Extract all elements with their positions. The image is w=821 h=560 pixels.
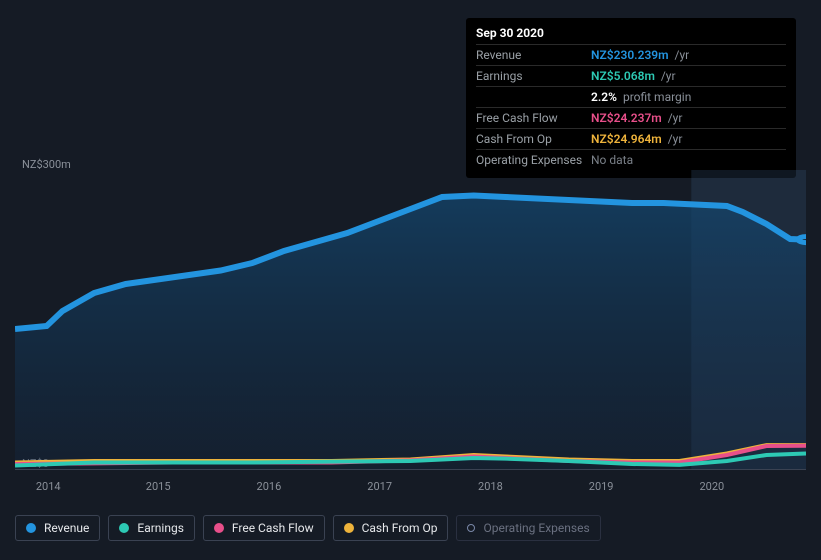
tooltip-date: Sep 30 2020 <box>476 26 786 40</box>
legend-marker-icon <box>119 523 129 533</box>
tooltip-row-label: Operating Expenses <box>476 153 591 167</box>
tooltip-row-unit: profit margin <box>620 90 691 104</box>
tooltip-row-value: NZ$24.237m <box>591 111 662 125</box>
x-axis-label: 2019 <box>589 480 614 493</box>
x-axis-label: 2015 <box>146 480 171 493</box>
legend-item-label: Earnings <box>137 521 184 535</box>
tooltip-row-unit: /yr <box>665 132 683 146</box>
legend-item-opex[interactable]: Operating Expenses <box>456 515 600 541</box>
chart-tooltip: Sep 30 2020 RevenueNZ$230.239m /yrEarnin… <box>466 18 796 178</box>
tooltip-row: Operating ExpensesNo data <box>476 149 786 170</box>
legend-marker-icon <box>344 523 354 533</box>
chart-legend: Revenue Earnings Free Cash Flow Cash From O… <box>15 515 601 541</box>
x-axis-label: 2020 <box>699 480 724 493</box>
tooltip-row-nodata: No data <box>591 153 633 167</box>
tooltip-row: RevenueNZ$230.239m /yr <box>476 44 786 65</box>
x-axis-label: 2018 <box>478 480 503 493</box>
tooltip-row-label: Free Cash Flow <box>476 111 591 125</box>
tooltip-row-value: NZ$230.239m <box>591 48 669 62</box>
x-axis-label: 2017 <box>367 480 392 493</box>
tooltip-row: 2.2% profit margin <box>476 86 786 107</box>
tooltip-row-unit: /yr <box>665 111 683 125</box>
legend-item-cashop[interactable]: Cash From Op <box>333 515 449 541</box>
tooltip-row-value: 2.2% <box>591 90 617 104</box>
legend-item-label: Revenue <box>44 521 89 535</box>
legend-item-fcf[interactable]: Free Cash Flow <box>203 515 325 541</box>
x-axis-label: 2014 <box>36 480 61 493</box>
tooltip-row-value: NZ$24.964m <box>591 132 662 146</box>
tooltip-row: EarningsNZ$5.068m /yr <box>476 65 786 86</box>
legend-item-label: Operating Expenses <box>483 521 589 535</box>
tooltip-row-label: Earnings <box>476 69 591 83</box>
tooltip-row-unit: /yr <box>658 69 676 83</box>
legend-marker-icon <box>26 523 36 533</box>
legend-marker-icon <box>467 524 475 532</box>
legend-item-earnings[interactable]: Earnings <box>108 515 195 541</box>
chart-plot-area[interactable] <box>15 170 806 470</box>
tooltip-row-label <box>476 90 591 104</box>
tooltip-row-label: Revenue <box>476 48 591 62</box>
x-axis: 2014 2015 2016 2017 2018 2019 2020 <box>15 480 806 496</box>
legend-item-revenue[interactable]: Revenue <box>15 515 100 541</box>
tooltip-row: Cash From OpNZ$24.964m /yr <box>476 128 786 149</box>
x-axis-label: 2016 <box>257 480 282 493</box>
tooltip-row-label: Cash From Op <box>476 132 591 146</box>
legend-item-label: Free Cash Flow <box>232 521 314 535</box>
tooltip-row-value: NZ$5.068m <box>591 69 655 83</box>
legend-marker-icon <box>214 523 224 533</box>
tooltip-row: Free Cash FlowNZ$24.237m /yr <box>476 107 786 128</box>
tooltip-row-unit: /yr <box>672 48 690 62</box>
legend-item-label: Cash From Op <box>362 521 438 535</box>
